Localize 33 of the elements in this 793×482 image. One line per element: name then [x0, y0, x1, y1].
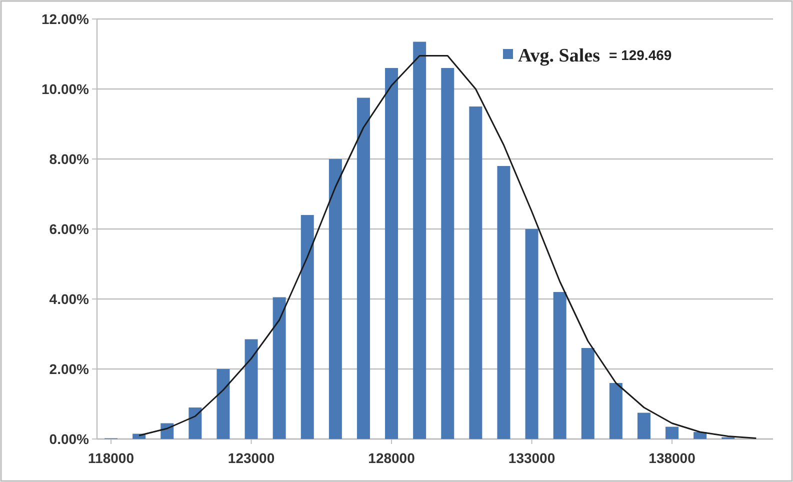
bar	[497, 166, 510, 439]
bar	[637, 412, 650, 439]
y-tick-label: 6.00%	[49, 220, 90, 237]
bar	[328, 159, 342, 439]
y-tick-label: 8.00%	[49, 150, 90, 167]
bar	[356, 98, 370, 439]
y-tick-label: 4.00%	[49, 290, 90, 307]
bar	[609, 383, 622, 439]
bar	[188, 408, 202, 439]
bar	[553, 292, 566, 439]
bar	[300, 215, 314, 439]
x-tick-label: 123000	[228, 450, 275, 466]
x-tick-label: 133000	[508, 450, 556, 466]
y-tick-label: 10.00%	[42, 80, 90, 97]
bar	[441, 68, 454, 439]
x-tick-label: 118000	[88, 450, 134, 466]
bar	[469, 106, 482, 439]
bar	[666, 426, 679, 439]
legend-label: Avg. Sales	[518, 46, 600, 67]
annotation: = 129.469	[609, 46, 672, 63]
x-tick-label: 128000	[368, 450, 416, 466]
y-tick-label: 2.00%	[49, 360, 90, 377]
bar	[694, 432, 707, 439]
x-tick-label: 138000	[648, 450, 696, 466]
bar	[413, 42, 426, 439]
y-tick-label: 12.00%	[42, 10, 90, 27]
y-tick-label: 0.00%	[49, 430, 90, 447]
bar	[385, 68, 398, 439]
bar	[525, 229, 538, 439]
bar	[581, 348, 594, 439]
bar	[244, 339, 258, 439]
bar	[216, 369, 230, 439]
bar	[272, 297, 286, 439]
